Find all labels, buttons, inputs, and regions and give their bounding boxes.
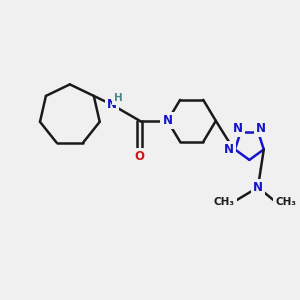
Text: H: H	[114, 93, 123, 103]
Text: N: N	[163, 114, 172, 127]
Text: N: N	[253, 181, 263, 194]
Text: N: N	[256, 122, 266, 135]
Text: N: N	[107, 98, 117, 111]
Text: N: N	[224, 143, 234, 156]
Text: CH₃: CH₃	[275, 197, 296, 207]
Text: CH₃: CH₃	[214, 197, 235, 207]
Text: O: O	[135, 150, 145, 163]
Text: N: N	[232, 122, 242, 135]
